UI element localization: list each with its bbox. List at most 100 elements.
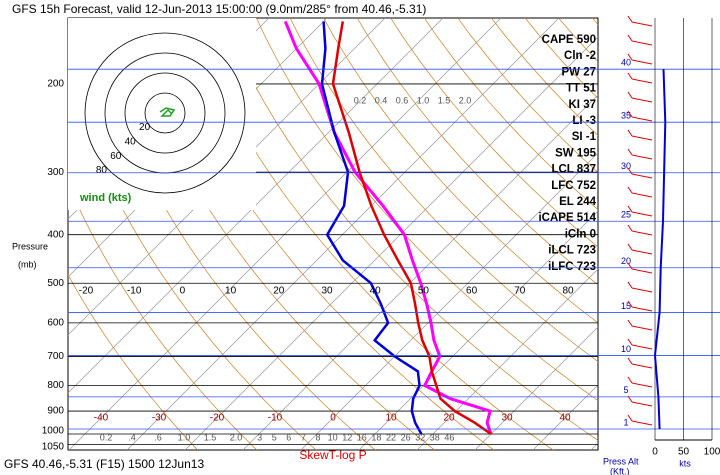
hodograph-ring-label: 20 [139, 122, 151, 133]
wind-barb [627, 15, 653, 27]
index-label: iCln 0 [565, 228, 596, 240]
index-label: LCL 837 [551, 164, 596, 176]
wind-tick-label: 50 [678, 447, 690, 458]
wind-axis-label: kts [679, 458, 691, 468]
temperature-tick-label: 40 [559, 413, 571, 424]
temperature-tick-label: 30 [501, 413, 513, 424]
temperature-tick-label: 10 [385, 413, 397, 424]
altitude-tick-label: 1 [623, 417, 628, 427]
dry-adiabat [423, 18, 598, 211]
mixing-ratio-label: 12 [342, 432, 352, 442]
wind-barb [627, 319, 653, 331]
temperature-line [331, 21, 492, 436]
pressure-label: Pressure [12, 241, 48, 251]
wind-barb [627, 53, 653, 65]
index-label: CAPE 590 [542, 34, 596, 46]
hodograph-ring-label: 60 [110, 151, 122, 162]
upper-tick-label: 40 [370, 286, 382, 297]
upper-tick-label: -20 [79, 286, 94, 297]
wind-barb [627, 414, 653, 426]
mixing-ratio-label: 1.5 [204, 432, 217, 442]
mixing-ratio-label: 22 [386, 432, 396, 442]
hodograph-ring [84, 32, 246, 194]
mixing-ratio-label: 2.0 [459, 95, 472, 105]
mixing-ratio-label: 26 [401, 432, 411, 442]
dry-adiabat [457, 18, 598, 173]
isotherm [590, 442, 598, 450]
pressure-tick-label: 1000 [42, 426, 65, 437]
hodograph-ring-label: 80 [96, 165, 108, 176]
altitude-label: Press Alt [603, 456, 639, 466]
mixing-ratio-label: 5 [272, 432, 277, 442]
pressure-tick-label: 300 [47, 167, 64, 178]
isotherm [416, 268, 598, 450]
index-label: iCAPE 514 [538, 212, 596, 224]
altitude-tick-label: 25 [621, 210, 631, 220]
altitude-tick-label: 35 [621, 111, 631, 121]
pressure-tick-label: 600 [47, 318, 64, 329]
temperature-tick-label: 20 [443, 413, 455, 424]
hodograph-trace [159, 107, 176, 117]
index-label: PW 27 [561, 66, 596, 78]
hodograph-ring [144, 92, 186, 134]
wind-barb [627, 186, 653, 198]
wind-barb [627, 34, 653, 46]
index-label: LI -3 [572, 115, 596, 127]
isotherm [68, 18, 502, 450]
temperature-tick-label: -10 [268, 413, 283, 424]
index-label: iLFC 723 [548, 261, 596, 273]
wind-barb [627, 262, 653, 274]
pressure-tick-label: 800 [47, 380, 64, 391]
upper-tick-label: 0 [180, 286, 186, 297]
wind-barb [627, 357, 653, 369]
mixing-ratio-label: 6 [286, 432, 291, 442]
hodograph-box [68, 18, 256, 210]
mixing-ratio-label: 1.5 [438, 95, 451, 105]
pressure-tick-label: 400 [47, 229, 64, 240]
dry-adiabat [222, 18, 598, 441]
mixing-ratio-label: 3 [257, 432, 262, 442]
wind-barb [627, 338, 653, 350]
mixing-ratio-label: .6 [154, 432, 162, 442]
mixing-ratio-label: 8 [315, 432, 320, 442]
isotherm [358, 210, 598, 450]
index-label: LFC 752 [551, 180, 596, 192]
dry-adiabat [68, 182, 258, 450]
altitude-tick-label: 40 [621, 58, 631, 68]
mixing-ratio-label: 2.0 [230, 432, 243, 442]
mixing-ratio-label: 0.6 [396, 95, 409, 105]
mixing-ratio-label: 16 [357, 432, 367, 442]
hodograph-ring [124, 72, 206, 154]
wind-barb [627, 205, 653, 217]
mixing-ratio-label: 10 [328, 432, 338, 442]
wind-barb [627, 148, 653, 160]
mixing-ratio-label: 32 [415, 432, 425, 442]
dry-adiabat [68, 274, 199, 450]
mixing-ratio-label: 46 [444, 432, 454, 442]
mixing-ratio-label: 38 [430, 432, 440, 442]
wind-barb [627, 167, 653, 179]
upper-tick-label: 70 [514, 286, 526, 297]
isotherm [474, 326, 598, 450]
dry-adiabat [591, 18, 598, 25]
dry-adiabat [256, 18, 598, 402]
mixing-ratio-label: 0.4 [375, 95, 388, 105]
title: GFS 15h Forecast, valid 12-Jun-2013 15:0… [12, 2, 426, 16]
index-label: SI -1 [572, 131, 597, 143]
temperature-tick-label: 0 [330, 413, 336, 424]
index-label: iLCL 723 [548, 245, 596, 257]
mixing-ratio-label: .4 [128, 432, 136, 442]
upper-tick-label: 10 [225, 286, 237, 297]
altitude-tick-label: 30 [621, 161, 631, 171]
isotherm [68, 18, 444, 394]
index-label: EL 244 [559, 196, 596, 208]
isotherm [126, 18, 560, 450]
dry-adiabat [188, 18, 554, 450]
mixing-ratio-label: 7 [301, 432, 306, 442]
upper-tick-label: 50 [418, 286, 430, 297]
upper-tick-label: 80 [562, 286, 574, 297]
mixing-ratio-label: 0.2 [100, 432, 113, 442]
wind-barb [627, 376, 653, 388]
wind-barb [627, 91, 653, 103]
